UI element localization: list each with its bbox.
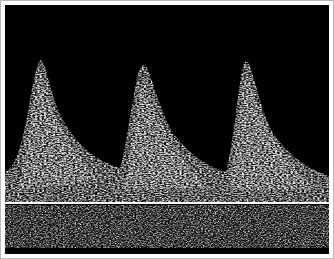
baseline-noise bbox=[5, 205, 329, 248]
page: (() => { const data = JSON.parse(documen… bbox=[0, 0, 334, 259]
doppler-image bbox=[0, 0, 334, 259]
